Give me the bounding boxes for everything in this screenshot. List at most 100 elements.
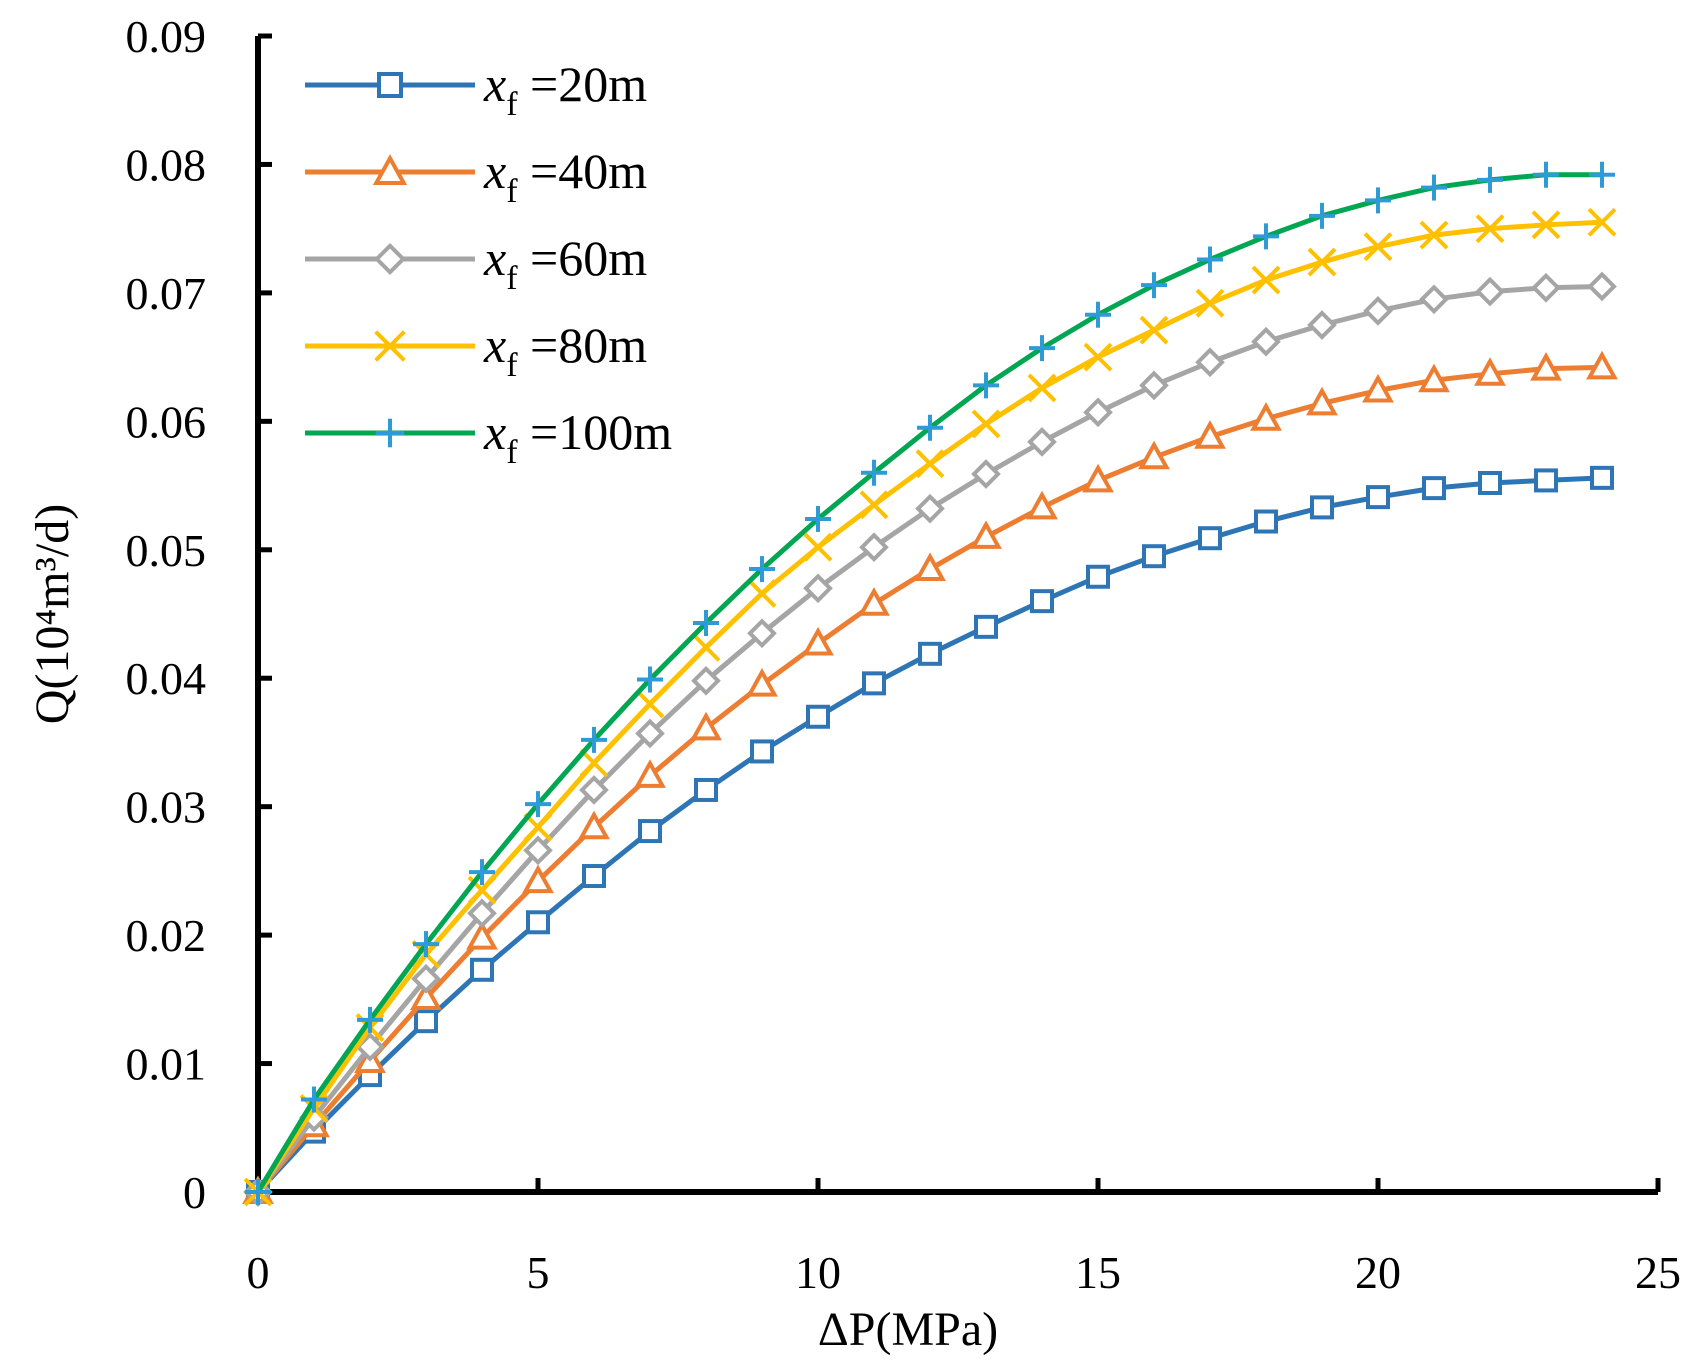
x-marker [1419, 220, 1449, 250]
diamond-marker [859, 532, 889, 563]
x-tick-label: 15 [1075, 1247, 1121, 1298]
legend-label-value: =20m [518, 56, 648, 112]
series-group [242, 161, 1618, 1207]
legend-label: xf =80m [483, 317, 647, 384]
triangle-marker [1474, 357, 1506, 386]
legend-label-value: =80m [518, 317, 648, 373]
legend-item: xf =80m [305, 317, 647, 384]
triangle-marker [1418, 363, 1450, 393]
triangle-marker [1026, 490, 1058, 520]
triangle-marker [914, 552, 946, 582]
y-tick-label: 0.01 [126, 1039, 207, 1090]
square-marker [526, 910, 550, 935]
triangle-marker [1250, 402, 1282, 431]
diamond-marker [1419, 284, 1449, 315]
x-marker-stroke [635, 689, 665, 719]
x-marker [1195, 288, 1225, 318]
plus-marker [973, 372, 999, 399]
plus-marker [1365, 187, 1391, 214]
plus-marker [525, 791, 551, 818]
diamond-marker [691, 665, 721, 696]
square-marker [377, 72, 403, 98]
x-tick-label: 25 [1635, 1247, 1681, 1298]
triangle-marker [858, 587, 890, 616]
square-marker [1590, 465, 1614, 490]
x-marker [635, 689, 665, 719]
triangle-marker [746, 668, 778, 697]
square-marker [1422, 476, 1446, 501]
diamond-marker [915, 493, 945, 524]
triangle-marker [690, 711, 722, 741]
y-tick-label: 0.09 [126, 11, 207, 62]
triangle-marker [1362, 373, 1394, 403]
x-tick-label: 5 [527, 1247, 550, 1298]
legend-item: xf =20m [305, 56, 647, 123]
x-marker-stroke [1587, 207, 1617, 237]
x-marker-stroke [691, 632, 721, 662]
x-marker-stroke [1027, 373, 1057, 403]
triangle-marker [802, 626, 834, 656]
tick-marks [255, 33, 1661, 1195]
plus-marker [637, 666, 663, 693]
plus-marker [1421, 174, 1447, 201]
triangle-marker [1586, 350, 1618, 380]
diamond-marker [411, 963, 441, 994]
series-line [256, 475, 1603, 1194]
plus-marker [245, 1179, 271, 1205]
plus-marker [581, 726, 607, 753]
triangle-marker [1194, 420, 1226, 449]
y-tick-label: 0.05 [126, 525, 207, 576]
square-marker [1086, 564, 1110, 589]
square-marker [1310, 495, 1334, 520]
square-marker [1478, 470, 1502, 495]
square-marker [1142, 544, 1166, 569]
x-tick-label: 20 [1355, 1247, 1401, 1298]
y-tick-label: 0.06 [126, 396, 207, 447]
x-marker [747, 579, 777, 608]
legend-label-var: x [483, 317, 506, 373]
x-axis-title-text: ΔP(MPa) [818, 1303, 998, 1356]
y-tick-label: 0 [183, 1167, 206, 1218]
x-marker-stroke [467, 875, 497, 905]
legend-item: xf =60m [305, 230, 647, 297]
triangle-marker [372, 154, 408, 185]
x-marker-stroke [1307, 247, 1337, 277]
legend-label-value: =100m [518, 404, 673, 460]
diamond-marker [1587, 271, 1617, 302]
y-tick-label: 0.04 [126, 653, 207, 704]
plus-marker [301, 1086, 327, 1113]
y-tick-label: 0.07 [126, 268, 207, 319]
diamond-marker [1251, 326, 1281, 357]
legend-label-var: x [483, 230, 506, 286]
square-marker [1030, 589, 1054, 614]
x-marker-stroke [1363, 232, 1393, 262]
x-marker [1083, 342, 1113, 372]
axes [255, 36, 1658, 1195]
legend-label-sub: f [506, 347, 518, 384]
x-marker [803, 532, 833, 562]
legend-label-sub: f [506, 86, 518, 123]
x-marker [1587, 207, 1617, 237]
diamond-marker [1083, 397, 1113, 428]
y-tick-label: 0.02 [126, 910, 207, 961]
square-marker [470, 957, 494, 982]
plus-marker [1029, 335, 1055, 362]
plus-marker [1533, 161, 1559, 188]
x-marker-stroke [1139, 315, 1169, 345]
x-marker [971, 409, 1001, 439]
legend-label-value: =60m [518, 230, 648, 286]
plus-marker [413, 931, 439, 958]
square-marker [414, 1009, 438, 1034]
legend-label: xf =20m [483, 56, 647, 123]
x-marker [859, 490, 889, 520]
x-tick-label: 0 [247, 1247, 270, 1298]
triangle-marker [522, 864, 554, 894]
x-marker-stroke [374, 330, 406, 362]
triangle-marker [410, 981, 442, 1011]
plus-marker [1589, 161, 1615, 188]
x-marker [1475, 214, 1505, 244]
square-marker [750, 739, 774, 764]
legend-item: xf =40m [305, 143, 647, 210]
plus-marker [917, 414, 943, 441]
